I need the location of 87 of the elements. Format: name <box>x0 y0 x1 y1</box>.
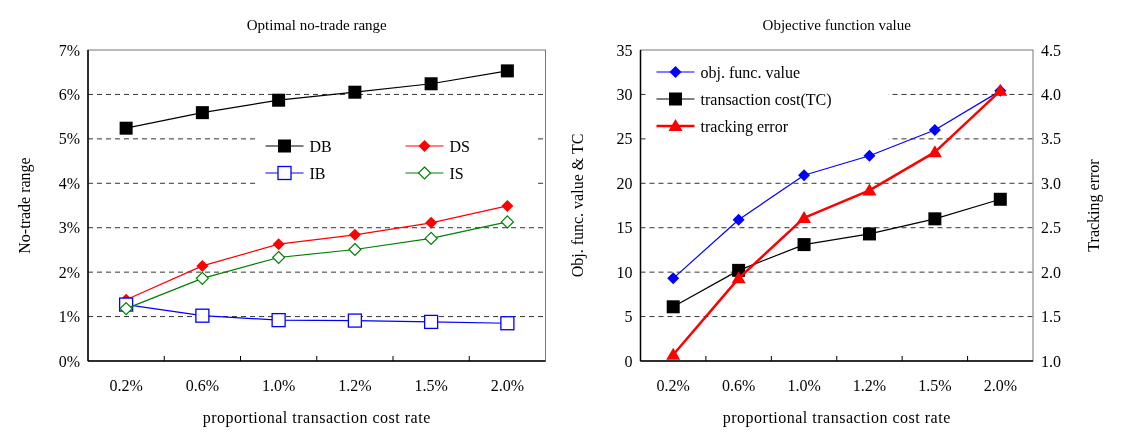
x-axis-title: proportional transaction cost rate <box>722 409 951 427</box>
y2-axis-title: Tracking error <box>1085 158 1103 252</box>
legend-label: DB <box>309 137 332 155</box>
x-tick-label: 1.2% <box>852 377 887 394</box>
chart-title: Objective function value <box>762 17 912 33</box>
point <box>863 149 876 162</box>
point <box>862 183 877 196</box>
point <box>731 271 746 284</box>
y-tick-label: 15 <box>616 219 633 237</box>
y-tick-label: 4% <box>58 174 80 192</box>
point <box>500 64 514 78</box>
point <box>667 272 680 285</box>
point <box>993 192 1007 206</box>
y2-tick-label: 2.5 <box>1041 219 1061 237</box>
point <box>272 238 285 251</box>
y-tick-label: 5 <box>624 308 633 326</box>
point <box>271 312 286 328</box>
x-axis-title: proportional transaction cost rate <box>202 409 431 427</box>
y2-tick-label: 4.0 <box>1041 86 1061 104</box>
point <box>272 93 286 107</box>
point <box>501 199 514 212</box>
point <box>196 259 209 272</box>
point <box>119 301 133 316</box>
y-tick-label: 6% <box>58 86 80 104</box>
legend-label: transaction cost(TC) <box>700 90 832 109</box>
legend-label: IS <box>449 164 464 182</box>
x-tick-label: 2.0% <box>490 377 525 394</box>
point <box>423 314 439 330</box>
point <box>347 313 363 328</box>
x-tick-label: 1.0% <box>787 377 821 394</box>
point <box>928 212 942 226</box>
point <box>348 228 361 241</box>
y2-tick-label: 1.0 <box>1041 352 1061 370</box>
y-tick-label: 35 <box>616 41 633 59</box>
x-tick-label: 2.0% <box>983 377 1017 394</box>
y-tick-label: 0 <box>624 352 633 370</box>
point <box>195 308 210 323</box>
y-tick-label: 0% <box>58 352 80 370</box>
y-axis-title: No-trade range <box>16 157 34 254</box>
point <box>272 250 286 265</box>
point <box>348 242 362 257</box>
legend-label: tracking error <box>700 117 789 136</box>
point <box>500 316 515 331</box>
y-tick-label: 25 <box>616 130 633 148</box>
point <box>119 121 133 135</box>
point <box>424 77 438 91</box>
point <box>424 231 438 245</box>
chart-title: Optimal no-trade range <box>246 17 388 33</box>
y2-tick-label: 3.0 <box>1041 174 1061 192</box>
point <box>500 215 514 229</box>
legend-label: IB <box>309 164 326 182</box>
y-axis-title: Obj. func. value & TC <box>568 133 587 278</box>
x-tick-label: 1.5% <box>918 377 952 394</box>
y-tick-label: 20 <box>616 174 633 192</box>
point <box>797 210 812 223</box>
legend-label: DS <box>449 137 470 155</box>
point <box>928 123 941 136</box>
x-tick-label: 1.5% <box>414 377 448 394</box>
y-tick-label: 5% <box>58 130 80 148</box>
point <box>797 238 811 252</box>
x-tick-label: 0.2% <box>656 377 690 394</box>
x-tick-label: 0.2% <box>109 377 143 394</box>
point <box>195 106 209 120</box>
point <box>732 213 745 226</box>
y2-tick-label: 4.5 <box>1041 41 1061 59</box>
point <box>666 300 680 314</box>
point <box>862 227 876 241</box>
y-tick-label: 2% <box>58 263 80 281</box>
point <box>195 271 209 285</box>
point <box>666 347 681 360</box>
y-tick-label: 3% <box>58 219 80 237</box>
x-tick-label: 0.6% <box>721 377 756 394</box>
y2-tick-label: 1.5 <box>1041 308 1061 326</box>
y-tick-label: 1% <box>58 308 80 326</box>
x-tick-label: 1.2% <box>338 377 372 394</box>
x-tick-label: 0.6% <box>185 377 220 394</box>
y-tick-label: 7% <box>58 41 80 59</box>
y2-tick-label: 2.0 <box>1041 263 1061 281</box>
legend-label: obj. func. value <box>700 63 801 82</box>
point <box>927 145 942 158</box>
x-tick-label: 1.0% <box>261 377 296 394</box>
y2-tick-label: 3.5 <box>1041 130 1061 148</box>
point <box>798 169 811 182</box>
point <box>425 216 438 229</box>
point <box>348 85 362 99</box>
y-tick-label: 10 <box>616 263 633 281</box>
y-tick-label: 30 <box>616 86 633 104</box>
